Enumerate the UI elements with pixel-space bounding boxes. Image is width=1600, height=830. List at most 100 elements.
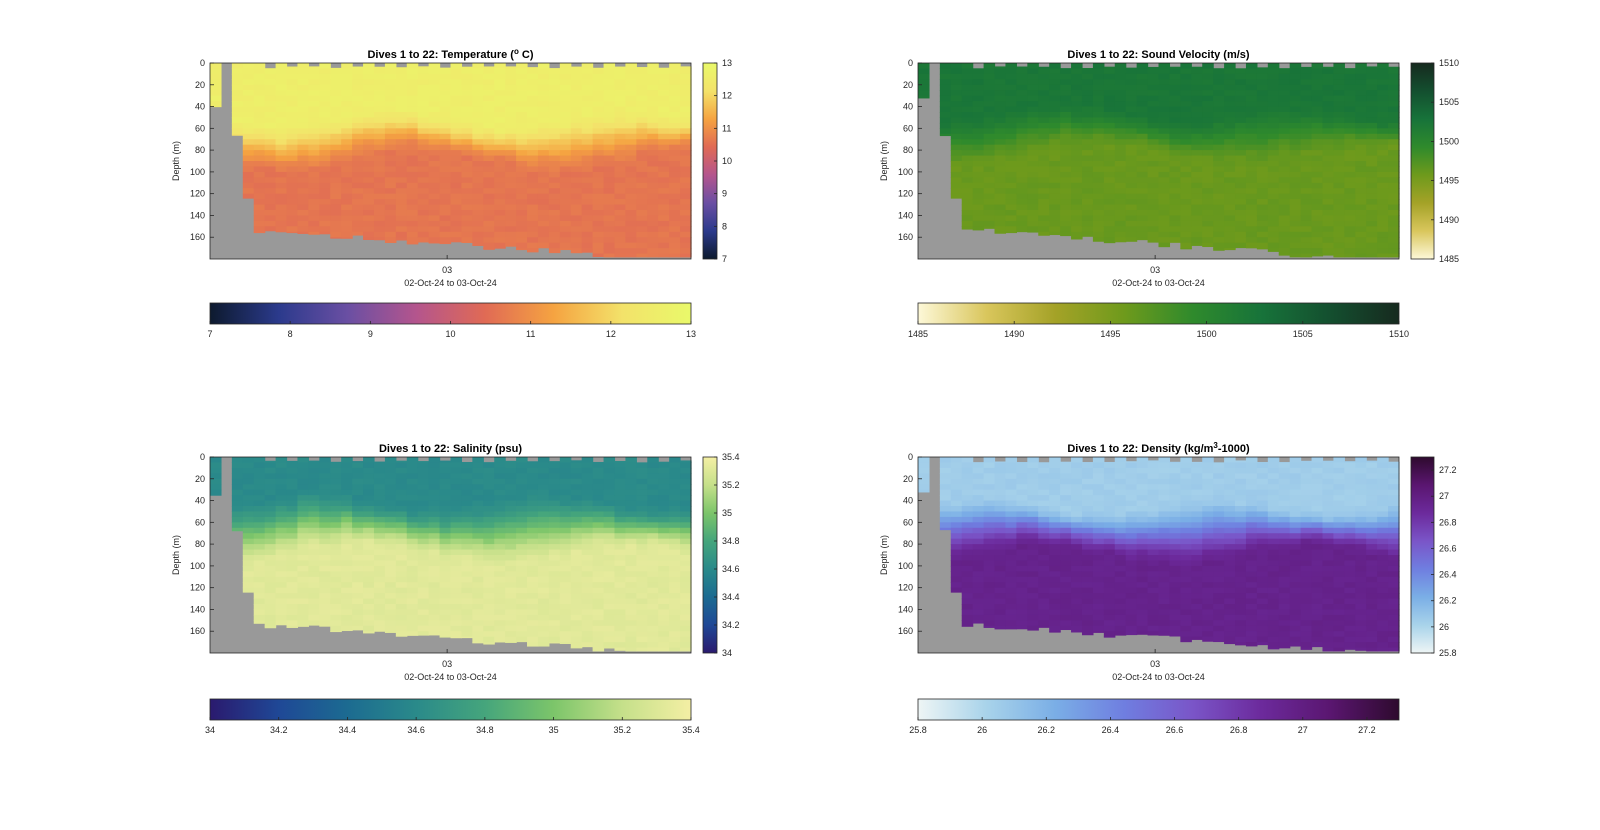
heatmap-cell — [417, 199, 430, 206]
heatmap-cell — [439, 128, 452, 135]
temperature-panel: Dives 1 to 22: Temperature (o C)02040608… — [171, 47, 732, 339]
heatmap-cell — [1267, 161, 1280, 168]
heatmap-cell — [1300, 101, 1313, 108]
heatmap-cell — [297, 231, 309, 234]
heatmap-cell — [548, 112, 561, 119]
heatmap-cell — [286, 593, 299, 600]
heatmap-cell — [406, 210, 419, 217]
heatmap-cell — [537, 122, 550, 129]
heatmap-cell — [527, 210, 539, 217]
heatmap-cell — [406, 560, 419, 567]
heatmap-cell — [1136, 560, 1149, 567]
heatmap-cell — [1092, 210, 1105, 217]
heatmap-cell — [983, 122, 996, 129]
heatmap-cell — [1267, 226, 1280, 233]
heatmap-cell — [373, 522, 386, 529]
heatmap-cell — [242, 101, 255, 108]
heatmap-cell — [1278, 182, 1291, 189]
heatmap-cell — [972, 593, 985, 600]
heatmap-cell — [1267, 63, 1280, 70]
heatmap-cell — [286, 139, 299, 146]
heatmap-cell — [1092, 237, 1105, 242]
heatmap-cell — [1289, 139, 1302, 146]
heatmap-cell — [1081, 511, 1094, 518]
heatmap-cell — [1038, 68, 1050, 75]
heatmap-cell — [1092, 122, 1105, 129]
heatmap-cell — [286, 522, 299, 529]
heatmap-cell — [669, 171, 681, 178]
heatmap-cell — [373, 193, 386, 200]
heatmap-cell — [1235, 139, 1247, 146]
heatmap-cell — [450, 79, 463, 86]
heatmap-cell — [1147, 199, 1160, 206]
heatmap-cell — [961, 489, 974, 496]
heatmap-cell — [516, 478, 528, 485]
heatmap-cell — [494, 231, 506, 238]
heatmap-cell — [417, 495, 430, 502]
heatmap-cell — [1169, 171, 1181, 178]
sound_velocity-axes-box — [917, 62, 1400, 260]
heatmap-cell — [297, 171, 309, 178]
heatmap-cell — [592, 226, 605, 233]
heatmap-cell — [527, 511, 539, 518]
heatmap-cell — [1311, 84, 1324, 91]
heatmap-cell — [603, 625, 616, 632]
heatmap-cell — [461, 226, 473, 233]
heatmap-cell — [527, 598, 539, 605]
heatmap-cell — [950, 527, 963, 534]
heatmap-cell — [603, 210, 616, 217]
heatmap-cell — [363, 484, 375, 491]
heatmap-cell — [1202, 215, 1214, 222]
colorbar-tick-label: 7 — [207, 329, 212, 339]
heatmap-cell — [472, 560, 484, 567]
heatmap-cell — [537, 215, 550, 222]
heatmap-cell — [406, 571, 419, 578]
heatmap-cell — [1355, 155, 1367, 162]
heatmap-cell — [1377, 248, 1389, 255]
heatmap-cell — [319, 457, 331, 464]
heatmap-cell — [603, 237, 616, 244]
heatmap-cell — [527, 84, 539, 91]
heatmap-cell — [950, 467, 963, 474]
heatmap-cell — [1071, 199, 1083, 206]
heatmap-cell — [1081, 220, 1094, 227]
heatmap-cell — [680, 560, 692, 567]
heatmap-cell — [570, 506, 583, 513]
heatmap-cell — [1092, 161, 1105, 168]
heatmap-cell — [983, 188, 996, 195]
heatmap-cell — [242, 73, 255, 80]
heatmap-cell — [1278, 231, 1291, 238]
heatmap-cell — [658, 555, 670, 562]
heatmap-cell — [1191, 177, 1203, 184]
heatmap-cell — [1322, 177, 1335, 184]
heatmap-cell — [1180, 193, 1192, 200]
heatmap-cell — [972, 604, 985, 611]
heatmap-cell — [1235, 144, 1247, 151]
heatmap-cell — [994, 506, 1007, 513]
heatmap-cell — [625, 527, 637, 534]
heatmap-cell — [242, 473, 255, 480]
heatmap-cell — [505, 538, 517, 545]
y-tick-label: 100 — [898, 167, 913, 177]
heatmap-cell — [1311, 177, 1324, 184]
heatmap-cell — [1278, 220, 1291, 227]
heatmap-cell — [1081, 462, 1094, 469]
heatmap-cell — [483, 171, 495, 178]
heatmap-cell — [918, 484, 930, 491]
heatmap-cell — [373, 467, 386, 474]
heatmap-cell — [483, 220, 495, 227]
heatmap-cell — [1191, 155, 1203, 162]
heatmap-cell — [1071, 188, 1083, 195]
heatmap-cell — [1027, 122, 1039, 129]
heatmap-cell — [253, 495, 266, 502]
heatmap-cell — [384, 161, 397, 168]
heatmap-cell — [428, 587, 441, 594]
heatmap-cell — [603, 489, 616, 496]
heatmap-cell — [264, 500, 277, 507]
heatmap-cell — [950, 516, 963, 523]
heatmap-cell — [1071, 128, 1083, 135]
heatmap-cell — [308, 489, 320, 496]
heatmap-cell — [1125, 625, 1138, 632]
heatmap-cell — [1038, 478, 1050, 485]
heatmap-cell — [614, 489, 627, 496]
